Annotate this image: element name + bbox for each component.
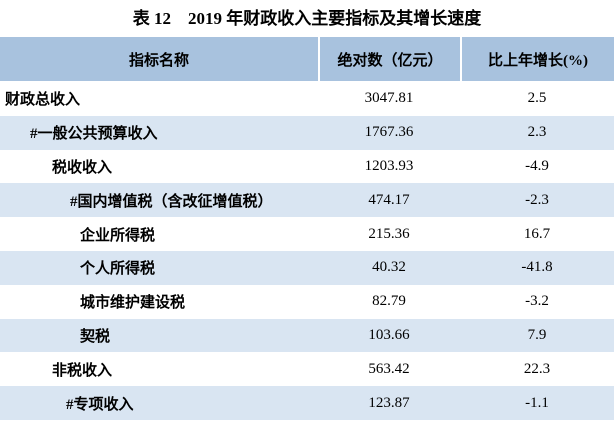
absolute-value: 40.32: [318, 251, 460, 285]
growth-rate: 2.3: [460, 115, 614, 150]
row-label: 企业所得税: [80, 227, 156, 244]
absolute-value: 215.36: [368, 225, 410, 242]
absolute-value: 103.66: [318, 318, 460, 353]
row-label: 城市维护建设税: [80, 295, 186, 312]
growth-rate: -3.2: [525, 293, 549, 310]
column-header: 指标名称: [0, 37, 318, 81]
row-label: 个人所得税: [0, 251, 318, 285]
table-title: 表 12 2019 年财政收入主要指标及其增长速度: [132, 9, 482, 28]
absolute-value: 474.17: [318, 183, 460, 218]
row-label: 契税: [0, 318, 318, 353]
growth-rate: -4.9: [525, 157, 549, 174]
absolute-value: 1203.93: [364, 157, 414, 174]
growth-rate: -2.3: [460, 183, 614, 218]
absolute-value: 563.42: [368, 360, 410, 377]
row-label: #国内增值税（含改征增值税）: [0, 183, 318, 218]
absolute-value: 1767.36: [318, 115, 460, 150]
row-label: 税收收入: [52, 159, 113, 176]
row-label: 财政总收入: [5, 92, 81, 109]
row-label: 非税收入: [52, 362, 113, 379]
growth-rate: 22.3: [523, 360, 551, 377]
growth-rate: 7.9: [460, 318, 614, 353]
row-label: #专项收入: [0, 386, 318, 420]
column-header: 绝对数（亿元）: [318, 37, 460, 81]
growth-rate: 2.5: [527, 90, 547, 107]
absolute-value: 82.79: [372, 293, 406, 310]
growth-rate: -41.8: [460, 251, 614, 285]
column-header: 比上年增长(%): [460, 37, 614, 81]
absolute-value: 123.87: [318, 386, 460, 420]
growth-rate: 16.7: [523, 225, 551, 242]
row-label: #一般公共预算收入: [0, 115, 318, 150]
absolute-value: 3047.81: [364, 90, 414, 107]
growth-rate: -1.1: [460, 386, 614, 420]
